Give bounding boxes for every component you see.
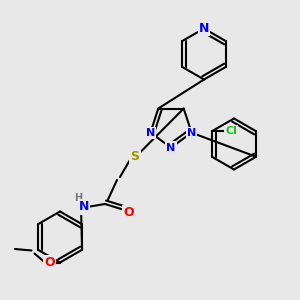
Text: O: O [44, 256, 55, 269]
Text: N: N [146, 128, 155, 138]
Text: H: H [74, 193, 82, 203]
Text: O: O [124, 206, 134, 220]
Text: N: N [167, 142, 176, 153]
Text: S: S [130, 149, 140, 163]
Text: N: N [187, 128, 196, 138]
Text: N: N [79, 200, 89, 214]
Text: Cl: Cl [226, 126, 237, 136]
Text: N: N [199, 22, 209, 35]
